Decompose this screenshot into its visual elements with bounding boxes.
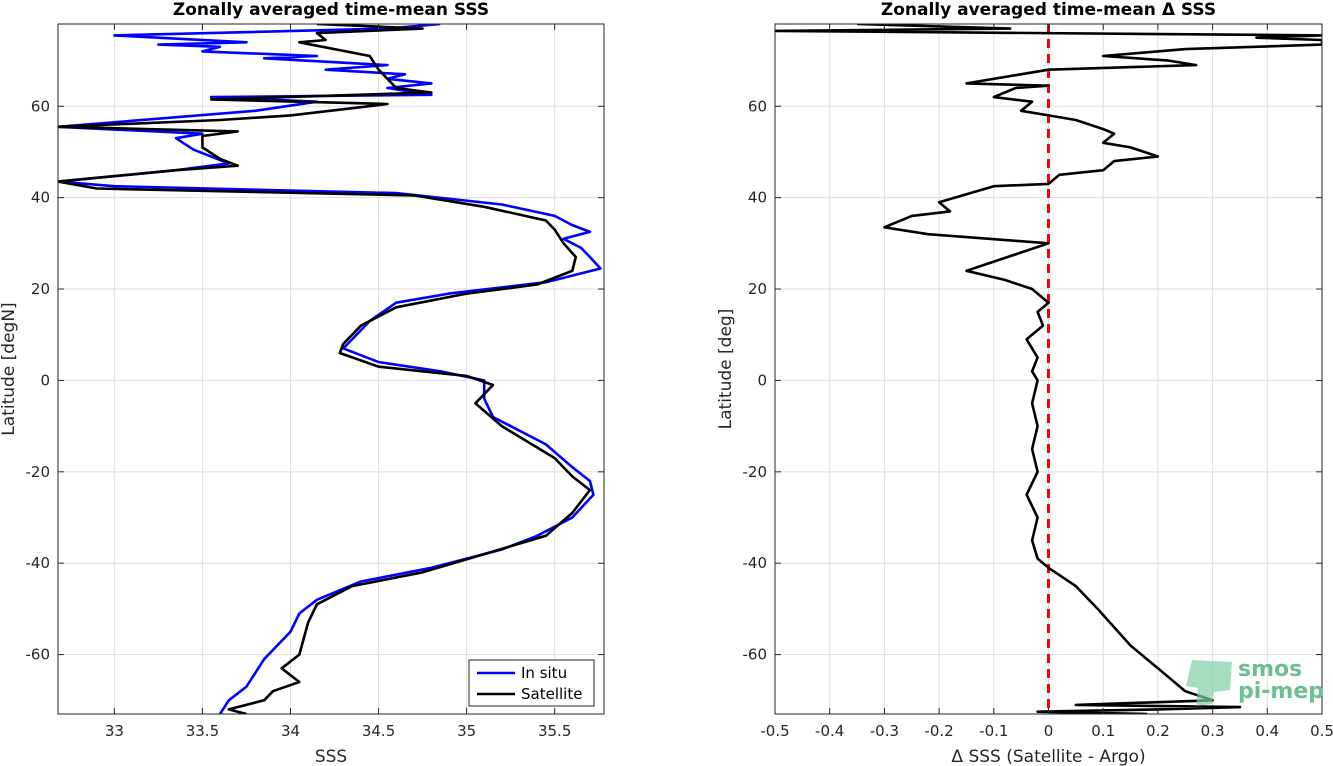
y-tick-label: 60 — [31, 97, 50, 115]
legend: In situ Satellite — [468, 659, 595, 707]
x-tick-label: 33.5 — [186, 722, 219, 740]
y-tick-label: 60 — [748, 97, 767, 115]
y-tick-label: 20 — [748, 280, 767, 298]
x-tick-label: -0.3 — [870, 722, 899, 740]
legend-label: Satellite — [521, 685, 582, 703]
watermark-logo-shape — [1186, 660, 1232, 706]
plot-background — [58, 24, 604, 714]
y-tick-label: -20 — [743, 463, 768, 481]
y-tick-label: 0 — [757, 371, 767, 389]
x-tick-label: 34.5 — [362, 722, 395, 740]
right-chart-panel: -0.5 -0.4 -0.3 -0.2 -0.1 0 0.1 0.2 0.3 0.4 0.5 -60 -… — [716, 0, 1333, 766]
x-tick-label: 0.2 — [1146, 722, 1170, 740]
x-tick-label: 0.4 — [1255, 722, 1279, 740]
x-axis-label: SSS — [315, 747, 347, 766]
x-tick-label: 34 — [281, 722, 300, 740]
y-tick-label: 20 — [31, 280, 50, 298]
x-tick-label: 0.1 — [1091, 722, 1115, 740]
y-tick-label: -40 — [743, 554, 768, 572]
x-tick-label: -0.5 — [760, 722, 789, 740]
smos-pi-mep-watermark-logo: smos pi-mep — [1186, 657, 1324, 706]
y-axis-label: Latitude [deg] — [716, 309, 736, 430]
legend-box — [468, 659, 595, 707]
x-tick-label: 33 — [105, 722, 124, 740]
y-tick-label: -20 — [26, 463, 51, 481]
x-tick-label: 35.5 — [538, 722, 571, 740]
x-tick-label: 0.3 — [1201, 722, 1225, 740]
chart-title: Zonally averaged time-mean SSS — [173, 0, 489, 20]
x-tick-label: -0.2 — [924, 722, 953, 740]
chart-title: Zonally averaged time-mean Δ SSS — [881, 0, 1216, 20]
left-chart-panel: 33 33.5 34 34.5 35 35.5 -60 -40 -20 0 20 40 60 Zonall… — [0, 0, 605, 766]
y-axis-label: Latitude [degN] — [0, 302, 19, 435]
y-tick-label: -60 — [743, 646, 768, 664]
x-tick-label: 0.5 — [1310, 722, 1333, 740]
watermark-text-line2: pi-mep — [1238, 679, 1324, 704]
x-tick-label: -0.4 — [815, 722, 844, 740]
y-tick-label: -40 — [26, 554, 51, 572]
x-tick-label: 0 — [1044, 722, 1054, 740]
series-line-satellite — [58, 24, 592, 714]
y-tick-label: 0 — [40, 371, 50, 389]
series-line-0 — [775, 24, 1322, 714]
legend-label: In situ — [521, 664, 567, 682]
y-tick-label: 40 — [748, 189, 767, 207]
y-tick-label: 40 — [31, 189, 50, 207]
x-tick-label: 35 — [457, 722, 476, 740]
y-tick-label: -60 — [26, 646, 51, 664]
watermark-text-line1: smos — [1238, 657, 1302, 682]
x-axis-label: Δ SSS (Satellite - Argo) — [951, 747, 1145, 766]
axes-box — [57, 23, 605, 715]
x-tick-label: -0.1 — [979, 722, 1008, 740]
